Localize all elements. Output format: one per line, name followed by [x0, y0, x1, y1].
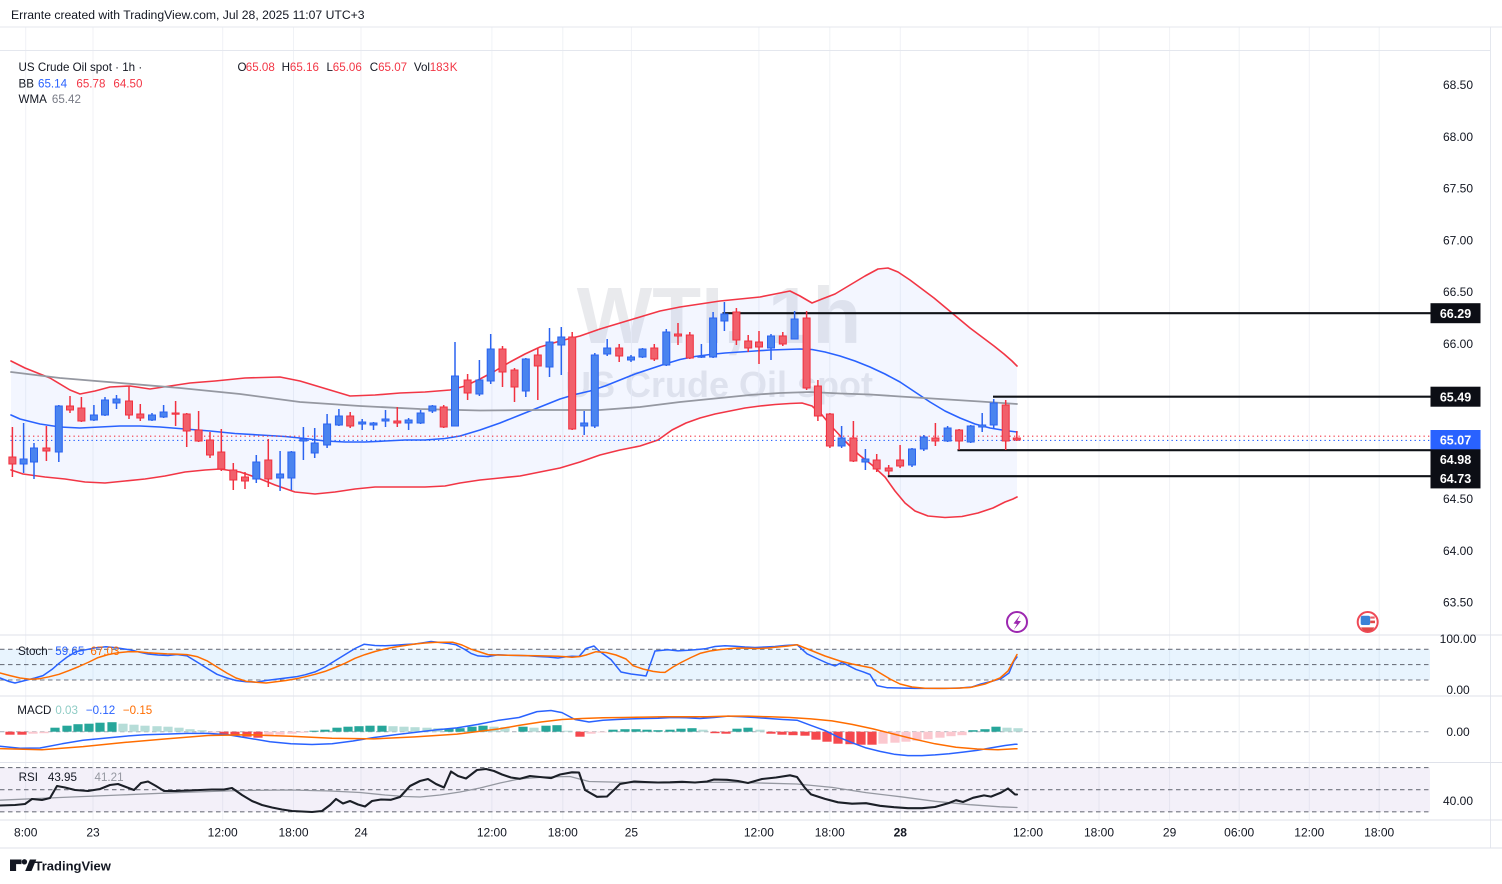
- svg-text:66.00: 66.00: [1443, 337, 1473, 351]
- svg-text:68.00: 68.00: [1443, 130, 1473, 144]
- svg-text:59.65: 59.65: [55, 645, 84, 658]
- svg-text:RSI: RSI: [19, 771, 38, 784]
- svg-text:100.00: 100.00: [1440, 632, 1477, 646]
- svg-text:64.73: 64.73: [1440, 472, 1471, 486]
- svg-text:25: 25: [625, 826, 639, 840]
- svg-text:67.00: 67.00: [1443, 234, 1473, 248]
- svg-text:28: 28: [894, 826, 908, 840]
- svg-text:41.21: 41.21: [95, 771, 124, 784]
- svg-text:65.07: 65.07: [378, 61, 407, 74]
- svg-text:0.03: 0.03: [55, 704, 78, 717]
- svg-text:Errante created with TradingVi: Errante created with TradingView.com, Ju…: [11, 8, 365, 22]
- svg-text:Vol: Vol: [414, 61, 430, 74]
- svg-text:68.50: 68.50: [1443, 78, 1473, 92]
- svg-text:−0.12: −0.12: [86, 704, 115, 717]
- svg-text:64.98: 64.98: [1440, 453, 1471, 467]
- svg-text:06:00: 06:00: [1224, 826, 1254, 840]
- svg-text:8:00: 8:00: [14, 826, 38, 840]
- svg-text:WTI, 1h: WTI, 1h: [577, 271, 861, 360]
- svg-text:66.50: 66.50: [1443, 285, 1473, 299]
- svg-text:O: O: [238, 61, 247, 74]
- svg-text:65.07: 65.07: [1440, 434, 1471, 448]
- svg-text:H: H: [282, 61, 290, 74]
- svg-text:64.50: 64.50: [1443, 492, 1473, 506]
- svg-text:65.14: 65.14: [38, 78, 68, 91]
- svg-text:183: 183: [430, 61, 449, 74]
- svg-text:12:00: 12:00: [744, 826, 774, 840]
- svg-text:12:00: 12:00: [477, 826, 507, 840]
- svg-text:67.50: 67.50: [1443, 182, 1473, 196]
- svg-text:43.95: 43.95: [48, 771, 77, 784]
- svg-text:40.00: 40.00: [1443, 794, 1473, 808]
- svg-text:65.49: 65.49: [1440, 390, 1471, 404]
- svg-text:18:00: 18:00: [1084, 826, 1114, 840]
- svg-text:65.08: 65.08: [246, 61, 275, 74]
- svg-text:18:00: 18:00: [548, 826, 578, 840]
- svg-text:WMA: WMA: [19, 93, 48, 106]
- svg-text:67.03: 67.03: [90, 645, 119, 658]
- svg-text:0.00: 0.00: [1446, 683, 1470, 697]
- svg-text:Stoch: Stoch: [18, 645, 48, 658]
- svg-text:TradingView: TradingView: [35, 859, 112, 874]
- svg-text:63.50: 63.50: [1443, 596, 1473, 610]
- svg-text:65.42: 65.42: [52, 93, 81, 106]
- svg-text:12:00: 12:00: [1294, 826, 1324, 840]
- svg-text:−0.15: −0.15: [123, 704, 152, 717]
- svg-text:18:00: 18:00: [1364, 826, 1394, 840]
- svg-text:12:00: 12:00: [208, 826, 238, 840]
- svg-text:L: L: [327, 61, 334, 74]
- svg-text:64.00: 64.00: [1443, 544, 1473, 558]
- svg-text:29: 29: [1163, 826, 1177, 840]
- svg-text:65.06: 65.06: [333, 61, 362, 74]
- svg-text:MACD: MACD: [17, 704, 51, 717]
- svg-text:65.16: 65.16: [290, 61, 319, 74]
- svg-text:12:00: 12:00: [1013, 826, 1043, 840]
- svg-text:BB: BB: [19, 78, 35, 91]
- svg-text:K: K: [450, 61, 458, 74]
- svg-text:US Crude Oil spot · 1h ·: US Crude Oil spot · 1h ·: [19, 61, 143, 74]
- svg-text:C: C: [370, 61, 378, 74]
- svg-text:23: 23: [86, 826, 100, 840]
- svg-text:66.29: 66.29: [1440, 307, 1471, 321]
- svg-text:64.50: 64.50: [113, 78, 142, 91]
- svg-text:18:00: 18:00: [278, 826, 308, 840]
- svg-text:65.78: 65.78: [76, 78, 105, 91]
- svg-text:24: 24: [354, 826, 368, 840]
- svg-text:18:00: 18:00: [815, 826, 845, 840]
- svg-text:0.00: 0.00: [1446, 725, 1470, 739]
